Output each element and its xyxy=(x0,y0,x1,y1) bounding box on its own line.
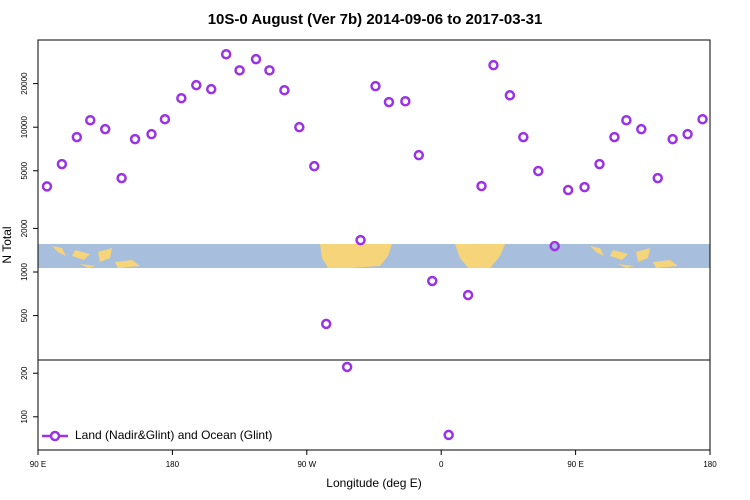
point xyxy=(85,114,96,126)
point xyxy=(579,181,590,193)
point xyxy=(636,123,647,135)
point xyxy=(609,131,620,143)
point xyxy=(443,429,454,441)
y-tick-label: 100 xyxy=(20,410,29,424)
y-tick-label: 200 xyxy=(20,366,29,380)
point xyxy=(264,65,275,76)
point xyxy=(462,289,474,301)
point xyxy=(476,180,487,192)
chart-title: 10S-0 August (Ver 7b) 2014-09-06 to 2017… xyxy=(208,11,543,28)
point xyxy=(682,128,693,140)
point xyxy=(533,165,544,177)
point xyxy=(129,133,141,145)
point xyxy=(56,158,68,170)
point xyxy=(400,96,411,107)
point xyxy=(71,131,83,143)
y-tick-label: 500 xyxy=(20,308,29,322)
legend-label: Land (Nadir&Glint) and Ocean (Glint) xyxy=(75,428,272,442)
point xyxy=(250,53,262,65)
y-tick-label: 20000 xyxy=(20,72,29,95)
point xyxy=(697,113,708,125)
plot-frame xyxy=(37,39,711,451)
legend-marker xyxy=(49,430,61,442)
point xyxy=(205,83,217,95)
point xyxy=(488,59,499,71)
point xyxy=(309,160,320,172)
point xyxy=(99,123,111,135)
point xyxy=(562,184,574,196)
point xyxy=(621,114,632,126)
point xyxy=(504,90,516,101)
point xyxy=(652,172,663,184)
point xyxy=(426,275,438,287)
point xyxy=(518,131,529,143)
map-band xyxy=(38,244,710,268)
y-tick-label: 2000 xyxy=(20,219,29,237)
y-axis-label: N Total xyxy=(0,226,14,263)
point xyxy=(159,113,171,125)
y-tick-label: 1000 xyxy=(20,263,29,281)
point xyxy=(176,92,187,104)
point xyxy=(191,79,202,91)
x-tick-label: 90 E xyxy=(30,460,46,469)
x-axis-label: Longitude (deg E) xyxy=(326,476,421,490)
point xyxy=(279,84,290,96)
point xyxy=(116,172,127,184)
point xyxy=(41,181,53,192)
x-tick-label: 0 xyxy=(439,460,444,469)
y-tick-label: 5000 xyxy=(20,161,29,179)
point xyxy=(220,48,232,60)
point xyxy=(320,318,332,330)
point xyxy=(370,80,381,92)
x-tick-label: 180 xyxy=(166,460,180,469)
point xyxy=(146,128,157,140)
x-tick-label: 180 xyxy=(703,460,717,469)
point xyxy=(594,158,605,170)
x-tick-label: 90 E xyxy=(567,460,583,469)
point xyxy=(234,65,245,76)
point xyxy=(413,149,425,161)
y-tick-label: 10000 xyxy=(20,116,29,139)
point xyxy=(549,240,560,252)
point xyxy=(294,121,305,133)
point xyxy=(355,234,366,246)
point xyxy=(341,361,353,373)
x-tick-label: 90 W xyxy=(297,460,316,469)
point xyxy=(667,133,678,145)
point xyxy=(383,96,395,108)
